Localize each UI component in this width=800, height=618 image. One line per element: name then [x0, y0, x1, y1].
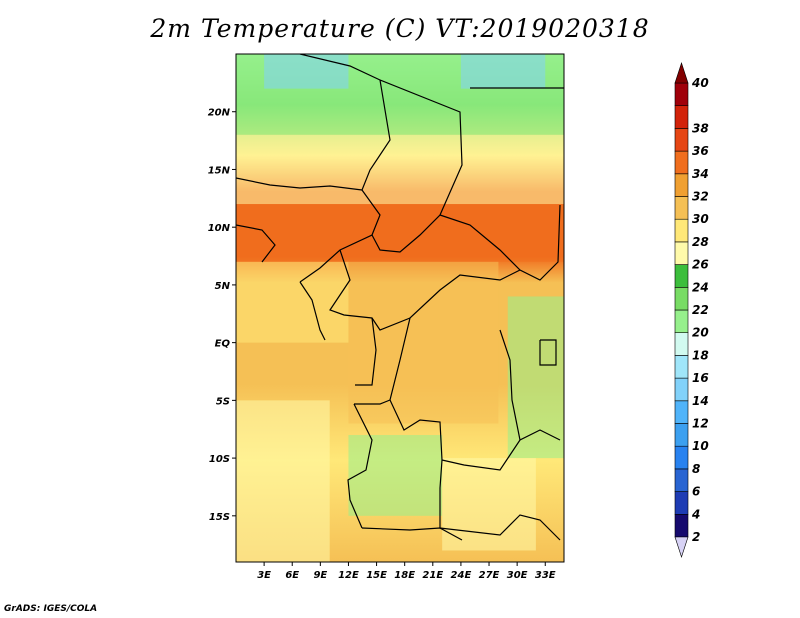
boundary-line	[371, 79, 463, 253]
y-tick-label: 10N	[208, 223, 231, 234]
colorbar-swatch	[674, 286, 689, 311]
colorbar-swatch	[674, 241, 689, 265]
colorbar-label: 24	[692, 280, 709, 294]
grads-credit: GrADS: IGES/COLA	[4, 604, 98, 614]
colorbar-swatch	[674, 468, 689, 492]
x-tick-label: 6E	[285, 570, 299, 581]
colorbar-label: 6	[692, 485, 700, 499]
boundary-line	[236, 177, 363, 191]
temperature-region-10	[442, 458, 536, 551]
temperature-region-1	[264, 54, 349, 89]
colorbar-swatch	[674, 196, 689, 220]
colorbar-over-triangle	[674, 62, 689, 84]
boundary-line	[299, 281, 326, 341]
x-tick-label: 15E	[366, 570, 387, 581]
y-axis: 20N 15N 10N 5N EQ 5S 10S 15S	[208, 108, 236, 523]
colorbar-swatch	[674, 128, 689, 152]
y-tick-label: 20N	[208, 108, 231, 119]
colorbar-label: 12	[692, 417, 709, 431]
colorbar-label: 4	[691, 507, 700, 521]
boundary-line	[439, 459, 463, 541]
colorbar-label: 34	[692, 167, 709, 181]
colorbar-label: 18	[692, 348, 709, 362]
colorbar-label: 22	[692, 303, 709, 317]
colorbar-label: 36	[692, 144, 709, 158]
colorbar-swatch	[674, 513, 689, 538]
temperature-region-8	[236, 400, 330, 562]
x-tick-label: 24E	[451, 570, 472, 581]
colorbar-swatch	[674, 377, 689, 402]
x-tick-label: 12E	[338, 570, 359, 581]
chart-title: 2m Temperature (C) VT:2019020318	[150, 14, 650, 43]
colorbar-swatch	[674, 400, 689, 424]
colorbar-label: 32	[692, 190, 709, 204]
x-tick-label: 18E	[394, 570, 415, 581]
x-tick-label: 33E	[535, 570, 556, 581]
map-frame	[235, 53, 565, 563]
colorbar-label: 20	[692, 326, 709, 340]
colorbar-swatch	[674, 423, 689, 447]
temperature-region-3	[236, 134, 564, 205]
colorbar-swatch	[674, 150, 689, 175]
colorbar-swatch	[674, 82, 689, 107]
boundary-line	[329, 249, 521, 331]
map-field	[236, 54, 564, 562]
temperature-region-2	[460, 54, 546, 89]
temperature-region-9	[348, 435, 443, 516]
boundary-line	[499, 329, 521, 441]
temperature-region-7	[507, 296, 564, 459]
boundary-line	[361, 514, 561, 541]
colorbar-swatch	[674, 105, 689, 129]
x-tick-label: 30E	[507, 570, 528, 581]
colorbar-swatch	[674, 355, 689, 379]
boundary-line	[236, 224, 276, 263]
y-tick-label: EQ	[215, 339, 231, 350]
colorbar-label: 16	[692, 371, 709, 385]
temperature-region-5	[236, 261, 349, 343]
colorbar-swatch	[674, 218, 689, 243]
colorbar-label: 40	[691, 76, 709, 90]
colorbar-swatch	[674, 173, 689, 197]
y-tick-label: 15S	[209, 512, 230, 523]
temperature-region-6	[348, 261, 499, 424]
colorbar-swatch	[674, 445, 689, 470]
x-tick-label: 3E	[257, 570, 271, 581]
country-boundaries	[236, 54, 564, 541]
colorbar-swatch	[674, 491, 689, 515]
colorbar-label: 26	[692, 258, 709, 272]
y-tick-label: 5N	[215, 281, 231, 292]
colorbar-under-triangle	[674, 536, 689, 558]
colorbar-label: 28	[692, 235, 709, 249]
boundary-line	[441, 429, 561, 471]
x-tick-label: 27E	[479, 570, 500, 581]
colorbar-label: 38	[692, 121, 709, 135]
boundary-line	[354, 399, 391, 405]
boundary-line	[355, 317, 377, 386]
colorbar-swatch	[674, 332, 689, 356]
temperature-region-4	[236, 204, 564, 262]
y-tick-label: 15N	[208, 165, 231, 176]
colorbar-label: 8	[692, 462, 700, 476]
x-axis: 3E 6E 9E 12E 15E 18E 21E 24E 27E 30E 33E	[257, 562, 556, 581]
colorbar-label: 30	[692, 212, 709, 226]
x-tick-label: 21E	[422, 570, 443, 581]
x-tick-label: 9E	[313, 570, 327, 581]
colorbar-label: 2	[692, 530, 700, 544]
colorbar-label: 14	[692, 394, 709, 408]
boundary-line	[389, 317, 443, 461]
colorbar-swatch	[674, 309, 689, 334]
y-tick-label: 5S	[216, 396, 230, 407]
boundary-line	[347, 403, 373, 529]
colorbar-label: 10	[692, 439, 709, 453]
y-tick-label: 10S	[209, 454, 230, 465]
colorbar-swatch	[674, 264, 689, 288]
boundary-line	[539, 339, 557, 366]
